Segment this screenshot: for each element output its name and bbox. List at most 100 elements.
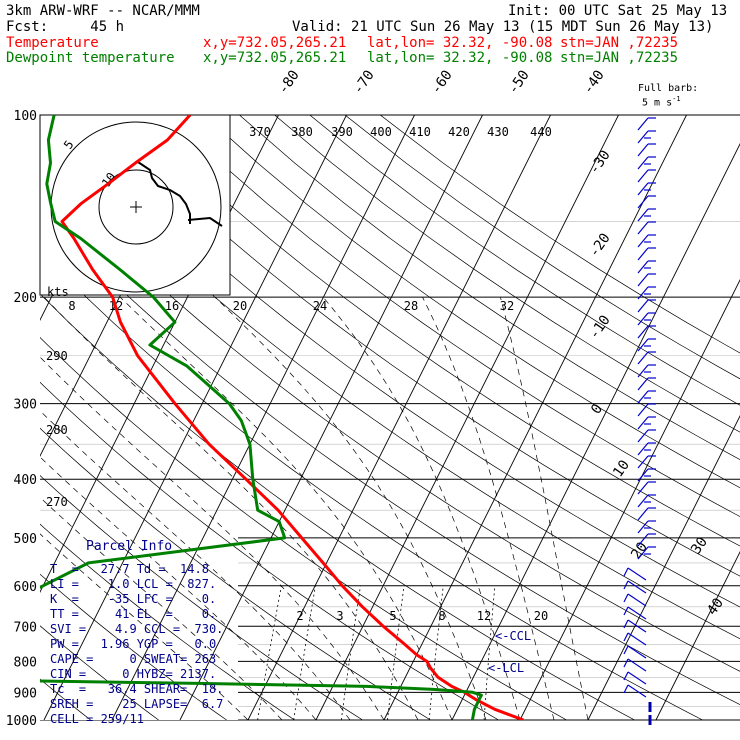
wind-barb bbox=[637, 299, 656, 313]
mixing-ratio-label: 5 bbox=[389, 609, 396, 623]
wind-barb bbox=[637, 247, 656, 261]
isotherm-label: 20 bbox=[628, 539, 651, 562]
isotherm-label: 40 bbox=[704, 595, 727, 618]
barb-flag bbox=[623, 632, 629, 642]
sounding-series bbox=[40, 115, 524, 720]
moist-adiabat-line bbox=[43, 296, 419, 720]
dry-adiabat-line bbox=[40, 127, 740, 640]
barb-staff bbox=[627, 671, 647, 685]
mixing-ratio-line bbox=[387, 585, 405, 720]
forecast-hour: Fcst: 45 h bbox=[6, 19, 125, 35]
wind-barb bbox=[637, 403, 656, 417]
barb-staff bbox=[637, 169, 649, 183]
wind-barb bbox=[637, 377, 656, 391]
wind-barb bbox=[623, 684, 647, 698]
wind-barb bbox=[623, 606, 647, 620]
barb-staff bbox=[637, 481, 649, 495]
wind-barb bbox=[637, 260, 656, 274]
moist-adiabat-line bbox=[214, 296, 487, 720]
barb-staff bbox=[637, 403, 649, 417]
barb-staff bbox=[627, 632, 647, 646]
wind-barb bbox=[623, 593, 647, 607]
hodograph-speed-label: 8 bbox=[68, 299, 75, 313]
barb-flag bbox=[623, 567, 629, 577]
moist-adiabat-line bbox=[40, 533, 249, 720]
wind-barb bbox=[637, 208, 656, 222]
theta-label: 440 bbox=[530, 125, 552, 139]
hodograph-speed-label: 16 bbox=[165, 299, 179, 313]
isotherm-line bbox=[451, 142, 740, 720]
dry-adiabat-line bbox=[40, 523, 295, 720]
barb-staff bbox=[637, 195, 649, 209]
dewpoint-line bbox=[40, 115, 483, 720]
dry-adiabat-line bbox=[40, 381, 499, 720]
barb-staff bbox=[637, 507, 649, 521]
wind-barb bbox=[637, 364, 656, 378]
barb-flag bbox=[623, 580, 629, 590]
wind-barb bbox=[637, 325, 656, 339]
wind-barb bbox=[637, 273, 656, 287]
barb-staff bbox=[627, 684, 647, 698]
wind-barbs bbox=[623, 117, 656, 725]
temperature-station: stn=JAN ,72235 bbox=[560, 35, 679, 51]
moist-adiabat-line bbox=[322, 296, 521, 720]
barb-staff bbox=[637, 351, 649, 365]
barb-flag bbox=[623, 606, 629, 616]
barb-legend-unit: 5 m s-1 bbox=[642, 95, 681, 109]
isotherm-line bbox=[247, 115, 551, 720]
isotherm-line bbox=[655, 550, 740, 720]
barb-staff bbox=[627, 580, 647, 594]
temperature-line bbox=[60, 115, 524, 720]
wind-barb bbox=[637, 169, 656, 183]
pressure-tick-label: 300 bbox=[14, 398, 37, 413]
wind-barb bbox=[637, 312, 656, 326]
dry-adiabat-line bbox=[168, 115, 740, 517]
barb-staff bbox=[637, 494, 649, 508]
pressure-tick-label: 100 bbox=[14, 109, 37, 124]
isotherm-label: -80 bbox=[275, 67, 303, 97]
wind-barb bbox=[637, 143, 656, 157]
dry-adiabat-line bbox=[379, 115, 740, 354]
isotherm-line bbox=[179, 115, 483, 720]
barb-staff bbox=[637, 364, 649, 378]
dry-adiabat-line bbox=[40, 293, 635, 720]
parcel-info-panel: Parcel Info T = 27.7 Td = 14.8 LI = 1.0 … bbox=[0, 537, 238, 729]
hodograph-speed-label: 24 bbox=[313, 299, 327, 313]
isotherm-label: -10 bbox=[586, 312, 614, 342]
pressure-tick-label: 700 bbox=[14, 620, 37, 635]
barb-staff bbox=[637, 390, 649, 404]
pressure-tick-label: 1000 bbox=[6, 714, 37, 729]
wind-barb bbox=[637, 455, 656, 469]
hodograph-center-mark bbox=[130, 201, 142, 213]
hodograph-unit: kts bbox=[47, 285, 69, 299]
wind-barb bbox=[637, 429, 656, 443]
parcel-row: TT = 41 EL = 0. bbox=[50, 607, 217, 621]
isotherm-label: -70 bbox=[350, 67, 378, 97]
barb-staff bbox=[637, 299, 649, 313]
barb-staff bbox=[627, 567, 647, 581]
wind-barb bbox=[637, 520, 656, 534]
wind-barb bbox=[623, 619, 647, 633]
dry-adiabat-line bbox=[40, 573, 227, 720]
mixing-ratio-line bbox=[483, 585, 496, 720]
dry-adiabat-line bbox=[239, 115, 740, 461]
wind-barb bbox=[637, 390, 656, 404]
theta-left-label: 290 bbox=[46, 349, 68, 363]
dry-adiabat-line bbox=[203, 115, 740, 489]
isotherm-line bbox=[587, 414, 740, 720]
barb-staff bbox=[637, 234, 649, 248]
valid-time: Valid: 21 UTC Sun 26 May 13 (15 MDT Sun … bbox=[292, 19, 714, 35]
temperature-latlon: lat,lon= 32.32, -90.08 bbox=[367, 35, 553, 51]
dewpoint-coord: x,y=732.05,265.21 bbox=[203, 50, 347, 66]
barb-staff bbox=[637, 312, 649, 326]
barb-flag bbox=[623, 684, 629, 694]
temperature-coord: x,y=732.05,265.21 bbox=[203, 35, 347, 51]
dry-adiabat-line bbox=[274, 115, 740, 433]
moist-adiabat-line bbox=[40, 456, 317, 720]
dewpoint-legend: Dewpoint temperature bbox=[6, 50, 175, 66]
isotherm-label: -20 bbox=[586, 230, 614, 260]
wind-barb bbox=[637, 286, 656, 300]
wind-barb bbox=[623, 580, 647, 594]
hodograph-speed-label: 32 bbox=[500, 299, 514, 313]
